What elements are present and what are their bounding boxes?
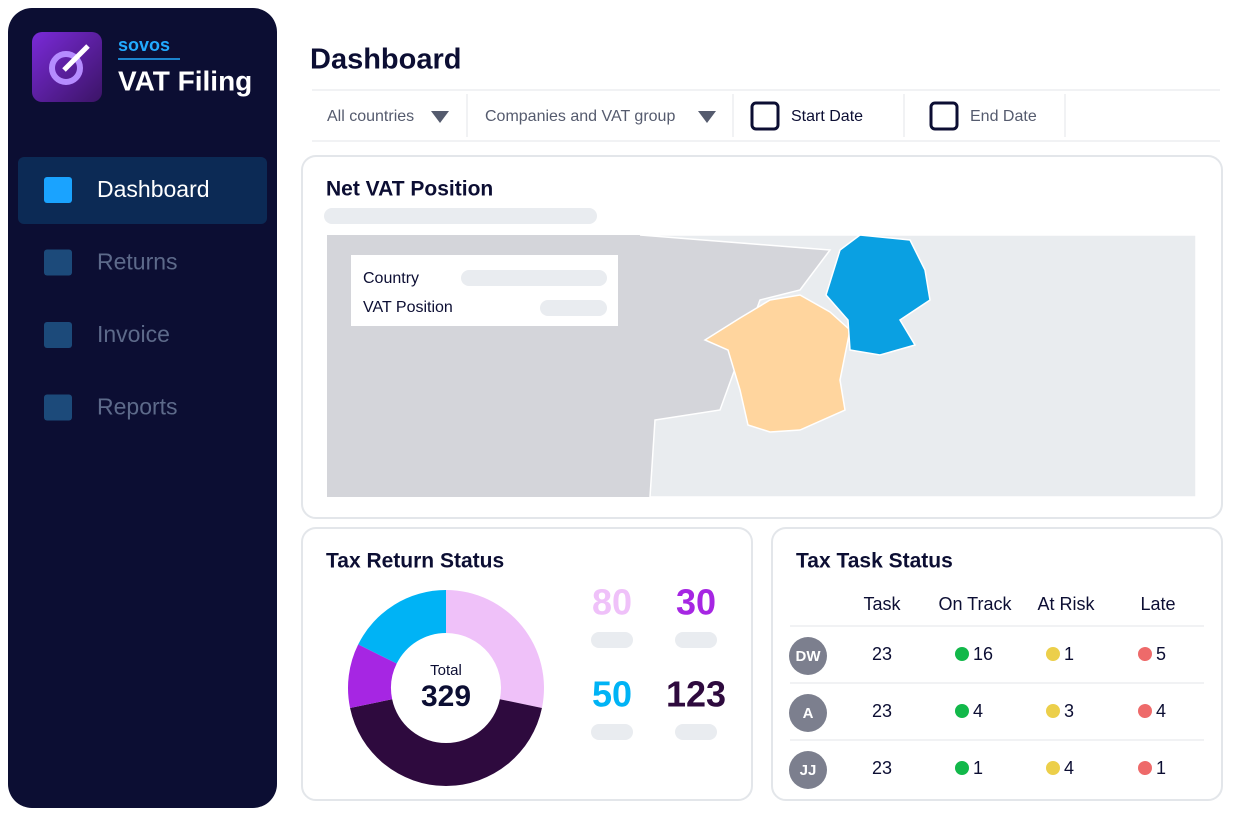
- map-france: [703, 294, 851, 433]
- nav-icon: [44, 394, 72, 421]
- column-header: On Track: [938, 594, 1012, 614]
- cell: 5: [1156, 644, 1166, 664]
- column-header: Task: [863, 594, 901, 614]
- cell: 23: [872, 701, 892, 721]
- status-dot: [1138, 761, 1152, 775]
- avatar-initials: DW: [796, 648, 822, 665]
- filter[interactable]: Start Date: [791, 108, 863, 125]
- cell: 23: [872, 758, 892, 778]
- donut-segment: [348, 644, 397, 708]
- map-germany: [825, 234, 931, 356]
- nav-item[interactable]: Returns: [97, 249, 178, 275]
- tooltip-label: Country: [363, 270, 419, 287]
- placeholder: [675, 724, 717, 740]
- logo-arrow: [62, 44, 90, 72]
- status-dot: [955, 647, 969, 661]
- cell: 23: [872, 644, 892, 664]
- filter[interactable]: Companies and VAT group: [485, 108, 675, 125]
- cell: 4: [1064, 758, 1074, 778]
- avatar: [789, 694, 827, 732]
- nav-icon: [44, 322, 72, 348]
- dropdown-arrow: [698, 111, 716, 123]
- cell: 1: [973, 758, 983, 778]
- card: [771, 527, 1223, 801]
- avatar: [789, 751, 827, 789]
- status-dot: [1046, 647, 1060, 661]
- status-dot: [955, 704, 969, 718]
- nav-item[interactable]: Dashboard: [97, 176, 210, 202]
- cell: 3: [1064, 701, 1074, 721]
- total-value: 329: [421, 680, 471, 713]
- product-name: VAT Filing: [118, 65, 252, 96]
- donut-segment: [350, 699, 542, 786]
- cell: 4: [1156, 701, 1166, 721]
- status-dot: [1138, 647, 1152, 661]
- page-title: Dashboard: [310, 44, 461, 76]
- status-dot: [955, 761, 969, 775]
- nav-item[interactable]: Reports: [97, 394, 178, 420]
- avatar: [789, 637, 827, 675]
- nav-icon: [44, 177, 72, 203]
- logo-ring: [49, 51, 83, 85]
- nav-active-bg: [18, 157, 267, 224]
- status-count: 50: [592, 674, 632, 715]
- column-header: At Risk: [1037, 594, 1095, 614]
- column-header: Late: [1140, 594, 1175, 614]
- placeholder: [324, 208, 597, 224]
- placeholder: [540, 300, 607, 316]
- nav-item[interactable]: Invoice: [97, 321, 170, 347]
- cell: 1: [1064, 644, 1074, 664]
- status-count: 30: [676, 582, 716, 623]
- nav-icon: [44, 249, 72, 276]
- cell: 16: [973, 644, 993, 664]
- avatar-initials: A: [803, 705, 814, 722]
- status-count: 80: [592, 582, 632, 623]
- card-title: Net VAT Position: [326, 178, 493, 201]
- avatar-initials: JJ: [800, 762, 817, 779]
- calendar-icon: [750, 101, 780, 131]
- filter[interactable]: End Date: [970, 108, 1037, 125]
- status-dot: [1046, 704, 1060, 718]
- status-count: 123: [666, 674, 726, 715]
- placeholder: [591, 724, 633, 740]
- cell: 4: [973, 701, 983, 721]
- total-label: Total: [430, 662, 462, 679]
- tooltip-label: VAT Position: [363, 299, 453, 316]
- donut: [348, 590, 544, 786]
- card-title: Tax Task Status: [796, 550, 953, 573]
- cell: 1: [1156, 758, 1166, 778]
- placeholder: [675, 632, 717, 648]
- placeholder: [591, 632, 633, 648]
- donut-segment: [446, 590, 544, 708]
- placeholder: [461, 270, 607, 286]
- card-title: Tax Return Status: [326, 550, 504, 573]
- brand: sovos: [118, 35, 170, 55]
- status-dot: [1138, 704, 1152, 718]
- donut-segment: [358, 590, 446, 664]
- status-dot: [1046, 761, 1060, 775]
- filter[interactable]: All countries: [327, 108, 414, 125]
- calendar-icon: [929, 101, 959, 131]
- dropdown-arrow: [431, 111, 449, 123]
